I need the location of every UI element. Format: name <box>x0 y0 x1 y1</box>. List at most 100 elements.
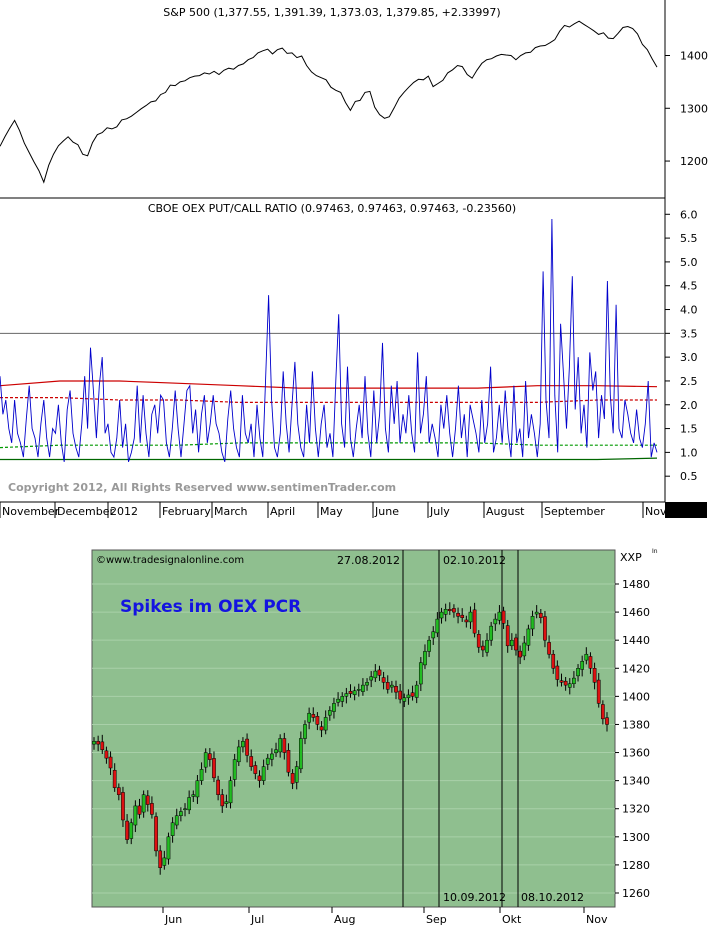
candle-body <box>493 618 498 625</box>
candle-body <box>332 703 336 712</box>
candle-body <box>497 611 502 621</box>
candle-body <box>584 653 589 661</box>
candle-body <box>385 682 390 690</box>
pcr-x-tick-label: Nov <box>645 505 667 518</box>
candle-body <box>183 808 187 810</box>
candle-x-tick-label: Nov <box>586 913 608 926</box>
pcr-tick-label: 5.5 <box>680 232 698 245</box>
candle-body <box>377 669 382 676</box>
sp500-panel: S&P 500 (1,377.55, 1,391.39, 1,373.03, 1… <box>0 0 708 198</box>
pcr-band-line-3 <box>0 442 657 449</box>
candle-body <box>340 696 345 702</box>
candle-body <box>381 677 386 683</box>
candle-body <box>116 787 121 795</box>
candle-body <box>452 608 456 613</box>
candle-title: Spikes im OEX PCR <box>120 597 301 617</box>
candle-tick-label: 1300 <box>622 831 650 844</box>
copyright-text: Copyright 2012, All Rights Reserved www.… <box>8 481 396 494</box>
candle-body <box>534 611 539 615</box>
candle-body <box>522 642 527 657</box>
candle-x-tick-label: Okt <box>502 913 522 926</box>
pcr-y-ticks: 6.0 5.5 5.0 4.5 4.0 3.5 3.0 2.5 2.0 1.5 1.0 0.5 <box>665 208 698 483</box>
candle-body <box>245 738 249 756</box>
candle-body <box>443 609 448 615</box>
candle-body <box>203 752 208 768</box>
candle-body <box>559 680 564 683</box>
candle-body <box>253 765 258 774</box>
candle-body <box>220 794 225 807</box>
candle-body <box>100 741 105 750</box>
pcr-tick-label: 2.0 <box>680 399 698 412</box>
sp500-tick-label: 1200 <box>680 155 708 168</box>
pcr-x-tick-label: July <box>429 505 450 518</box>
candle-body <box>427 639 431 652</box>
candle-body <box>336 698 340 703</box>
candle-body <box>439 611 444 619</box>
pcr-x-tick-label: June <box>374 505 399 518</box>
candle-body <box>406 694 411 699</box>
candle-body <box>162 857 167 866</box>
candle-body <box>323 717 328 731</box>
candle-body <box>228 780 233 804</box>
candle-body <box>249 756 254 767</box>
candle-body <box>154 816 158 852</box>
candle-body <box>555 665 560 680</box>
candle-body <box>236 746 241 763</box>
pcr-x-tick-label: March <box>214 505 248 518</box>
candle-body <box>265 757 270 765</box>
candle-body <box>509 639 514 647</box>
candle-body <box>307 712 311 723</box>
candle-body <box>303 724 307 739</box>
candle-body <box>191 794 196 797</box>
candle-body <box>501 610 506 624</box>
candle-body <box>526 628 531 646</box>
candle-gridlines <box>92 583 615 894</box>
candle-body <box>352 690 357 695</box>
candle-body <box>485 639 489 653</box>
candle-tick-label: 1440 <box>622 634 650 647</box>
candle-body <box>394 686 398 693</box>
candle-body <box>207 753 212 760</box>
candle-body <box>261 766 266 781</box>
candle-body <box>414 684 419 698</box>
candle-y-ticks: 1480 1460 1440 1420 1400 1380 1360 1340 1320 1300… <box>615 578 650 900</box>
marker-label: 27.08.2012 <box>337 554 400 567</box>
candle-body <box>129 822 134 839</box>
source-text: www.tradesignalonline.com <box>106 555 244 566</box>
candle-body <box>344 693 349 697</box>
marker-label: 10.09.2012 <box>443 891 506 904</box>
candle-body <box>418 662 423 685</box>
candle-body <box>361 684 365 692</box>
candle-body <box>241 741 245 748</box>
candle-body <box>551 653 556 669</box>
pcr-tick-label: 1.5 <box>680 423 698 436</box>
candle-body <box>588 656 593 669</box>
corner-mark: In <box>652 548 658 555</box>
candle-body <box>212 758 216 779</box>
candle-body <box>447 609 452 611</box>
pcr-x-tick-label: April <box>270 505 295 518</box>
pcr-tick-label: 5.0 <box>680 256 698 269</box>
candle-body <box>423 651 427 666</box>
candle-body <box>137 805 142 815</box>
candle-body <box>150 803 154 815</box>
candle-body <box>596 679 601 704</box>
candle-plot-area <box>91 549 616 908</box>
copyright-symbol: © <box>96 555 106 566</box>
sp500-line <box>0 20 658 184</box>
candle-body <box>460 614 465 618</box>
candle-body <box>299 738 303 770</box>
candle-body <box>576 668 580 677</box>
candle-body <box>125 820 129 840</box>
candle-tick-label: 1260 <box>622 887 650 900</box>
pcr-x-tick-label: May <box>320 505 343 518</box>
pcr-x-tick-label: September <box>544 505 605 518</box>
candle-body <box>468 611 473 623</box>
candle-body <box>356 689 361 691</box>
candle-body <box>187 797 192 811</box>
pcr-tick-label: 3.0 <box>680 351 698 364</box>
candle-body <box>530 616 535 630</box>
candle-body <box>170 822 175 836</box>
